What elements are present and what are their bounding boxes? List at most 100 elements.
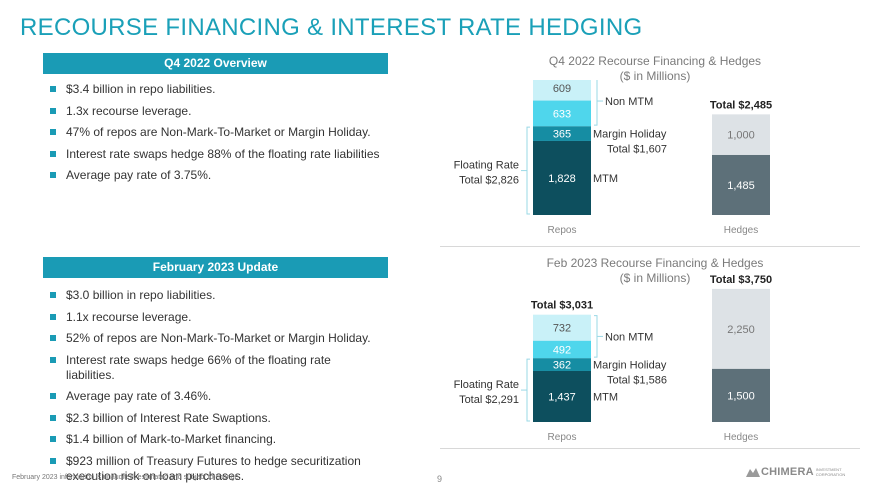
repos-bar-segment (533, 126, 591, 141)
floating-rate-bracket (526, 358, 530, 422)
bullet-text: 47% of repos are Non-Mark-To-Market or M… (66, 125, 371, 139)
q4-bullet-list: $3.4 billion in repo liabilities. 1.3x r… (50, 82, 380, 190)
hedges-data-label: 2,250 (727, 324, 755, 336)
list-item: Interest rate swaps hedge 66% of the flo… (50, 353, 380, 383)
bullet-text: Interest rate swaps hedge 88% of the flo… (66, 146, 380, 161)
bullet-square-icon (50, 172, 56, 178)
non-mtm-label: Non MTM (605, 331, 653, 343)
feb-chart-title: Feb 2023 Recourse Financing & Hedges ($ … (520, 256, 790, 286)
list-item: Interest rate swaps hedge 88% of the flo… (50, 147, 380, 162)
repos-data-label: 1,828 (548, 173, 576, 185)
feb-stacked-bar-chart: 1,437 362 492 732 1,500 2,250 Total $3,031 Tota… (454, 274, 773, 443)
bullet-text: $923 million of Treasury Futures to hedg… (66, 453, 361, 483)
footer-note: February 2023 information is unaudited, … (12, 474, 241, 481)
x-axis-tick-label: Repos (548, 225, 577, 236)
chart-subtitle-text: ($ in Millions) (619, 271, 691, 285)
repos-bar-segment (533, 340, 591, 359)
logo-sub-line: CORPORATION (815, 472, 846, 477)
bullet-text: $1.4 billion of Mark-to-Market financing… (66, 432, 277, 446)
list-item: $3.4 billion in repo liabilities. (50, 82, 380, 97)
repos-data-label: 609 (553, 83, 571, 95)
list-item: $2.3 billion of Interest Rate Swaptions. (50, 411, 380, 426)
bullet-text: $3.0 billion in repo liabilities. (66, 288, 216, 302)
bullet-square-icon (50, 393, 56, 399)
bullet-square-icon (50, 129, 56, 135)
repos-total-label: Total $3,031 (531, 300, 593, 312)
repos-bar-segment (533, 370, 591, 422)
repos-data-label: 633 (553, 108, 571, 120)
non-mtm-label: Non MTM (605, 96, 653, 108)
margin-holiday-label: Margin Holiday (593, 360, 667, 372)
bullet-square-icon (50, 313, 56, 320)
repos-bar-segment (533, 140, 591, 215)
margin-holiday-total-label: Total $1,607 (607, 144, 667, 156)
hedges-total-label: Total $2,485 (710, 99, 772, 111)
repos-bar-segment (533, 80, 591, 101)
chart-divider (440, 448, 860, 449)
logo-sub-line: INVESTMENT (815, 467, 842, 472)
bullet-text: $3.4 billion in repo liabilities. (66, 82, 216, 96)
page-number: 9 (437, 474, 443, 484)
bullet-square-icon (50, 436, 56, 442)
feb-update-banner: February 2023 Update (43, 257, 388, 278)
feb-bullet-list: $3.0 billion in repo liabilities. 1.1x r… (50, 288, 380, 490)
list-item: 1.3x recourse leverage. (50, 104, 380, 119)
list-item: $3.0 billion in repo liabilities. (50, 288, 380, 303)
hedges-bar-segment (712, 368, 770, 422)
list-item: 47% of repos are Non-Mark-To-Market or M… (50, 125, 380, 140)
q4-chart-title: Q4 2022 Recourse Financing & Hedges ($ i… (520, 54, 790, 84)
non-mtm-bracket (594, 80, 598, 126)
bullet-square-icon (50, 150, 56, 157)
company-logo: CHIMERA INVESTMENT CORPORATION (745, 466, 845, 478)
x-axis-tick-label: Repos (548, 432, 577, 443)
bullet-text: 52% of repos are Non-Mark-To-Market or M… (66, 331, 371, 345)
x-axis-tick-label: Hedges (724, 225, 758, 236)
q4-overview-banner: Q4 2022 Overview (43, 53, 388, 74)
list-item: 1.1x recourse leverage. (50, 310, 380, 325)
repos-bar-segment (533, 358, 591, 371)
list-item: 52% of repos are Non-Mark-To-Market or M… (50, 331, 380, 346)
chimera-logo-icon (746, 468, 760, 477)
bullet-text: 1.1x recourse leverage. (66, 309, 192, 324)
repos-bar-segment (533, 314, 591, 341)
repos-bar-segment (533, 100, 591, 127)
repos-data-label: 492 (553, 344, 571, 356)
logo-sub: INVESTMENT CORPORATION (816, 467, 845, 477)
bullet-square-icon (50, 414, 56, 421)
chart-divider (440, 246, 860, 247)
bullet-square-icon (50, 335, 56, 341)
list-item: Average pay rate of 3.75%. (50, 168, 380, 183)
bullet-text: $2.3 billion of Interest Rate Swaptions. (66, 410, 271, 425)
non-mtm-bracket (594, 315, 598, 358)
floating-rate-label: Floating Rate (454, 379, 519, 391)
repos-data-label: 1,437 (548, 391, 576, 403)
floating-rate-total-label: Total $2,291 (459, 394, 519, 406)
margin-holiday-total-label: Total $1,586 (607, 375, 667, 387)
chart-title-text: Q4 2022 Recourse Financing & Hedges (548, 54, 762, 68)
repos-data-label: 365 (553, 129, 571, 141)
list-item: Average pay rate of 3.46%. (50, 389, 380, 404)
hedges-total-label: Total $3,750 (710, 274, 772, 286)
bullet-square-icon (50, 86, 56, 92)
repos-data-label: 732 (553, 323, 571, 335)
bullet-text: 1.3x recourse leverage. (66, 103, 192, 118)
chart-title-text: Feb 2023 Recourse Financing & Hedges (546, 256, 764, 270)
hedges-bar-segment (712, 288, 770, 369)
floating-rate-label: Floating Rate (454, 160, 519, 172)
bullet-square-icon (50, 292, 56, 298)
hedges-bar-segment (712, 154, 770, 215)
hedges-data-label: 1,485 (727, 180, 755, 192)
hedges-data-label: 1,500 (727, 390, 755, 402)
floating-rate-total-label: Total $2,826 (459, 175, 519, 187)
list-item: $1.4 billion of Mark-to-Market financing… (50, 432, 380, 447)
mtm-label: MTM (593, 391, 618, 403)
repos-data-label: 362 (553, 360, 571, 372)
bullet-square-icon (50, 107, 56, 114)
bullet-text: Average pay rate of 3.46%. (66, 389, 212, 403)
x-axis-tick-label: Hedges (724, 432, 758, 443)
logo-brand: CHIMERA (761, 466, 814, 478)
list-item: $923 million of Treasury Futures to hedg… (50, 454, 380, 484)
bullet-square-icon (50, 457, 56, 464)
hedges-data-label: 1,000 (727, 130, 755, 142)
